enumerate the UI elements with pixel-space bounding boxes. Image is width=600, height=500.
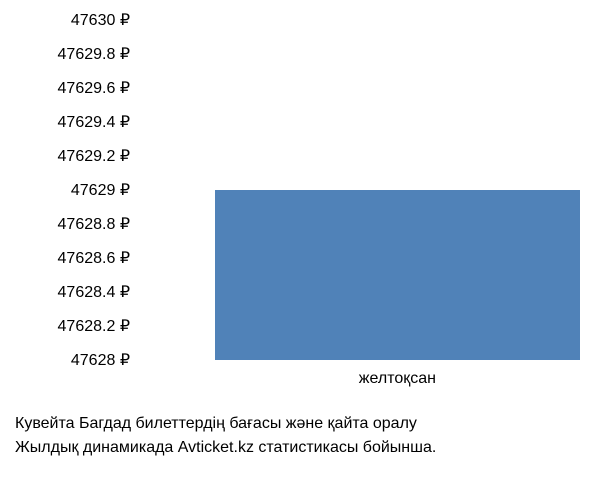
y-tick: 47628 ₽	[71, 350, 130, 370]
y-tick: 47628.6 ₽	[58, 248, 130, 268]
chart-area: 47630 ₽ 47629.8 ₽ 47629.6 ₽ 47629.4 ₽ 47…	[20, 20, 580, 360]
y-tick: 47628.4 ₽	[58, 282, 130, 302]
y-tick: 47629.4 ₽	[58, 112, 130, 132]
bar-december	[215, 190, 580, 360]
plot-area: желтоқсан	[140, 20, 580, 360]
caption-line-2: Жылдық динамикада Avticket.kz статистика…	[15, 436, 585, 460]
y-tick: 47629.8 ₽	[58, 44, 130, 64]
y-axis: 47630 ₽ 47629.8 ₽ 47629.6 ₽ 47629.4 ₽ 47…	[20, 20, 130, 360]
y-tick: 47629.6 ₽	[58, 78, 130, 98]
y-tick: 47628.8 ₽	[58, 214, 130, 234]
y-tick: 47629.2 ₽	[58, 146, 130, 166]
y-tick: 47628.2 ₽	[58, 316, 130, 336]
chart-caption: Кувейта Багдад билеттердің бағасы және қ…	[15, 412, 585, 460]
y-tick: 47629 ₽	[71, 180, 130, 200]
caption-line-1: Кувейта Багдад билеттердің бағасы және қ…	[15, 412, 585, 436]
y-tick: 47630 ₽	[71, 10, 130, 30]
x-axis-label: желтоқсан	[359, 370, 436, 388]
